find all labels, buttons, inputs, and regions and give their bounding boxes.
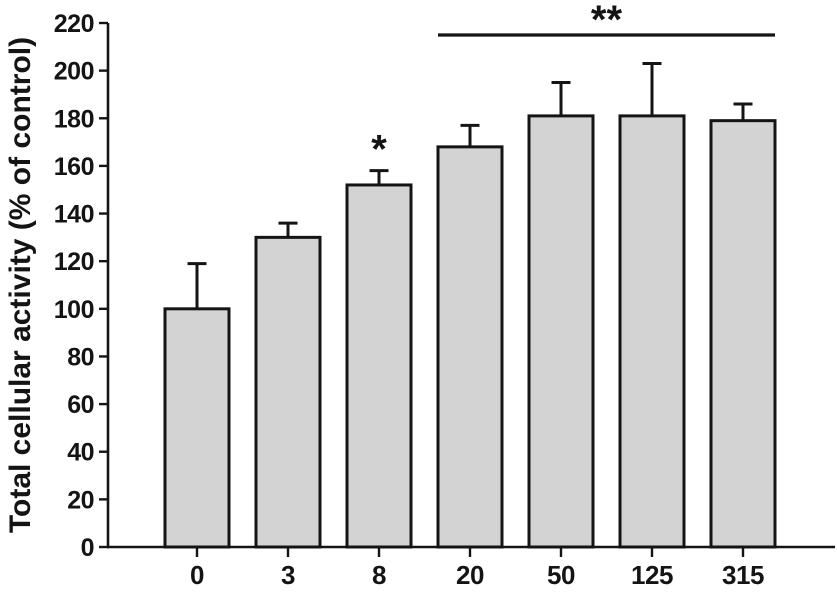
x-tick-label: 8 bbox=[372, 560, 386, 590]
star-annotation: * bbox=[371, 128, 387, 172]
x-tick-label: 20 bbox=[456, 560, 484, 590]
bar bbox=[345, 183, 413, 549]
y-tick-label: 60 bbox=[67, 391, 94, 419]
x-tick-label: 315 bbox=[722, 560, 764, 590]
x-tick-label: 0 bbox=[190, 560, 204, 590]
y-tick-label: 220 bbox=[54, 10, 94, 38]
bar bbox=[163, 307, 231, 549]
bar bbox=[436, 145, 504, 549]
bar bbox=[709, 119, 777, 549]
y-tick-label: 100 bbox=[54, 296, 94, 324]
y-tick-label: 0 bbox=[81, 534, 94, 562]
y-tick-label: 80 bbox=[67, 343, 94, 371]
x-tick-label: 3 bbox=[281, 560, 295, 590]
significance-stars: ** bbox=[591, 0, 623, 42]
x-tick-label: 50 bbox=[547, 560, 575, 590]
bar bbox=[527, 114, 595, 549]
x-tick-label: 125 bbox=[631, 560, 673, 590]
bar bbox=[618, 114, 686, 549]
plot-area: 0 20 40 60 80 100 120 140 160 180 200 220 0 3 8 20 50 125… bbox=[54, 0, 835, 590]
y-tick-label: 40 bbox=[67, 439, 94, 467]
y-tick-label: 120 bbox=[54, 248, 94, 276]
y-tick-label: 160 bbox=[54, 153, 94, 181]
bar bbox=[254, 235, 322, 549]
y-axis-title: Total cellular activity (% of control) bbox=[4, 37, 37, 533]
y-tick-label: 140 bbox=[54, 201, 94, 229]
y-tick-label: 200 bbox=[54, 58, 94, 86]
y-tick-label: 20 bbox=[67, 486, 94, 514]
y-tick-label: 180 bbox=[54, 105, 94, 133]
